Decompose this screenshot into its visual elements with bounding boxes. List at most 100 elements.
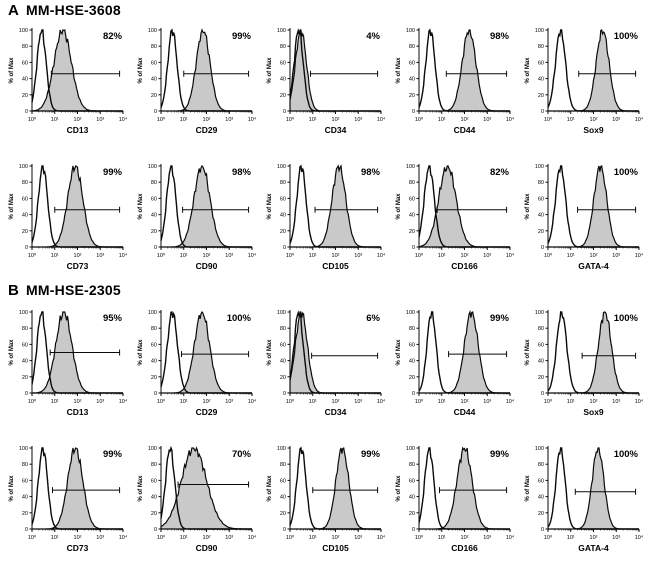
y-tick-label: 100 bbox=[277, 310, 286, 316]
flow-histogram-A-GATA-4: 0 20 40 60 80 100 10⁰ 10¹ 10² 10³ 10⁴ % of Max 100% G… bbox=[525, 164, 644, 271]
axes bbox=[158, 446, 253, 532]
x-tick-label: 10¹ bbox=[309, 117, 317, 123]
x-tick-label: 10⁰ bbox=[544, 116, 553, 123]
panel-a-label: A bbox=[8, 2, 20, 19]
gate-line bbox=[177, 481, 250, 488]
y-tick-label: 100 bbox=[19, 446, 28, 452]
x-tick-label: 10⁰ bbox=[28, 252, 37, 259]
y-tick-label: 80 bbox=[280, 326, 286, 332]
x-tick-label: 10⁰ bbox=[544, 252, 553, 259]
flow-histogram-A-CD13: 0 20 40 60 80 100 10⁰ 10¹ 10² 10³ 10⁴ % of Max 82% CD… bbox=[9, 28, 128, 135]
x-tick-label: 10³ bbox=[225, 399, 233, 405]
panel-b-title: MM-HSE-2305 bbox=[26, 282, 121, 298]
flow-histogram-B-CD34: 0 20 40 60 80 100 10⁰ 10¹ 10² 10³ 10⁴ % of Max 6% CD3… bbox=[267, 310, 386, 417]
x-tick-label: 10⁴ bbox=[506, 252, 515, 259]
flow-histogram-A-CD90: 0 20 40 60 80 100 10⁰ 10¹ 10² 10³ 10⁴ % of Max 98% CD… bbox=[138, 164, 257, 271]
y-tick-label: 20 bbox=[22, 229, 28, 235]
y-tick-label: 20 bbox=[22, 511, 28, 517]
x-tick-label: 10² bbox=[461, 117, 469, 123]
percent-label: 82% bbox=[103, 31, 123, 42]
percent-label: 99% bbox=[103, 167, 123, 178]
percent-label: 98% bbox=[361, 167, 381, 178]
x-tick-label: 10² bbox=[203, 253, 211, 259]
y-tick-label: 0 bbox=[25, 391, 28, 397]
gate-line bbox=[436, 206, 508, 213]
axes bbox=[545, 164, 640, 250]
x-tick-label: 10⁴ bbox=[635, 398, 644, 405]
y-tick-label: 40 bbox=[280, 495, 286, 501]
y-tick-label: 0 bbox=[154, 109, 157, 115]
percent-label: 98% bbox=[490, 31, 510, 42]
x-tick-label: 10² bbox=[590, 535, 598, 541]
flow-histogram-B-CD90: 0 20 40 60 80 100 10⁰ 10¹ 10² 10³ 10⁴ % of Max 70% CD… bbox=[138, 445, 257, 553]
y-axis-label: % of Max bbox=[267, 57, 273, 84]
y-axis-label: % of Max bbox=[525, 57, 531, 84]
x-tick-label: 10¹ bbox=[51, 253, 59, 259]
y-axis-label: % of Max bbox=[267, 339, 273, 366]
gate-line bbox=[445, 70, 508, 77]
y-tick-label: 0 bbox=[541, 245, 544, 251]
x-tick-label: 10³ bbox=[96, 253, 104, 259]
x-tick-label: 10⁰ bbox=[28, 116, 37, 123]
marker-label: CD34 bbox=[325, 125, 347, 135]
marker-label: CD44 bbox=[454, 407, 476, 417]
y-tick-label: 40 bbox=[22, 77, 28, 83]
y-tick-label: 20 bbox=[409, 93, 415, 99]
axes bbox=[287, 310, 382, 396]
y-tick-label: 80 bbox=[409, 462, 415, 468]
axes bbox=[545, 28, 640, 114]
y-tick-label: 60 bbox=[280, 342, 286, 348]
x-tick-label: 10¹ bbox=[51, 399, 59, 405]
marker-label: GATA-4 bbox=[578, 543, 609, 553]
axes bbox=[545, 446, 640, 532]
y-axis-label: % of Max bbox=[138, 193, 144, 220]
marker-curve bbox=[548, 165, 639, 248]
y-tick-label: 100 bbox=[19, 28, 28, 34]
x-tick-label: 10¹ bbox=[309, 253, 317, 259]
y-tick-label: 60 bbox=[151, 60, 157, 66]
x-tick-label: 10² bbox=[203, 535, 211, 541]
x-tick-label: 10⁴ bbox=[248, 252, 257, 259]
gate-line bbox=[448, 351, 508, 358]
x-tick-label: 10¹ bbox=[309, 535, 317, 541]
x-tick-label: 10¹ bbox=[51, 535, 59, 541]
marker-label: CD73 bbox=[67, 261, 89, 271]
y-tick-label: 20 bbox=[538, 93, 544, 99]
axes bbox=[416, 28, 511, 114]
percent-label: 70% bbox=[232, 449, 252, 460]
y-tick-label: 100 bbox=[406, 28, 415, 34]
y-tick-label: 40 bbox=[151, 77, 157, 83]
flow-histogram-A-CD44: 0 20 40 60 80 100 10⁰ 10¹ 10² 10³ 10⁴ % of Max 98% CD… bbox=[396, 28, 515, 135]
x-tick-label: 10¹ bbox=[567, 535, 575, 541]
gate-line bbox=[314, 206, 379, 213]
y-axis-label: % of Max bbox=[138, 339, 144, 366]
marker-curve bbox=[548, 447, 639, 530]
marker-curve bbox=[161, 164, 252, 248]
y-tick-label: 80 bbox=[409, 180, 415, 186]
x-tick-label: 10⁰ bbox=[157, 534, 166, 541]
marker-label: CD13 bbox=[67, 407, 89, 417]
marker-label: CD73 bbox=[67, 543, 89, 553]
y-tick-label: 0 bbox=[154, 245, 157, 251]
x-tick-label: 10³ bbox=[483, 253, 491, 259]
x-tick-label: 10² bbox=[590, 253, 598, 259]
y-tick-label: 60 bbox=[151, 342, 157, 348]
x-tick-label: 10⁰ bbox=[415, 398, 424, 405]
x-tick-label: 10¹ bbox=[180, 117, 188, 123]
y-tick-label: 40 bbox=[409, 213, 415, 219]
y-tick-label: 0 bbox=[283, 527, 286, 533]
x-tick-label: 10² bbox=[332, 535, 340, 541]
marker-label: CD44 bbox=[454, 125, 476, 135]
x-tick-label: 10³ bbox=[483, 535, 491, 541]
gate-line bbox=[311, 352, 379, 359]
x-tick-label: 10¹ bbox=[309, 399, 317, 405]
y-tick-label: 60 bbox=[538, 196, 544, 202]
marker-label: CD105 bbox=[322, 261, 349, 271]
y-tick-label: 80 bbox=[22, 180, 28, 186]
y-tick-label: 0 bbox=[25, 109, 28, 115]
x-tick-label: 10⁴ bbox=[119, 398, 128, 405]
y-tick-label: 60 bbox=[538, 478, 544, 484]
y-tick-label: 20 bbox=[409, 375, 415, 381]
x-tick-label: 10⁰ bbox=[415, 116, 424, 123]
x-tick-label: 10⁰ bbox=[544, 398, 553, 405]
